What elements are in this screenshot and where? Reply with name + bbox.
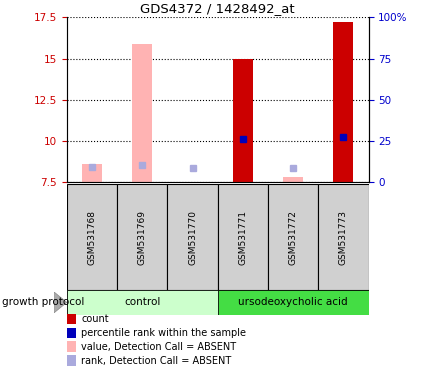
Bar xyxy=(332,22,353,182)
Text: percentile rank within the sample: percentile rank within the sample xyxy=(81,328,246,338)
Bar xyxy=(82,164,102,182)
Text: GSM531769: GSM531769 xyxy=(138,210,146,265)
Bar xyxy=(217,290,368,315)
Bar xyxy=(232,59,252,182)
Text: value, Detection Call = ABSENT: value, Detection Call = ABSENT xyxy=(81,342,236,352)
Text: count: count xyxy=(81,314,109,324)
Text: GSM531773: GSM531773 xyxy=(338,210,347,265)
Text: GSM531772: GSM531772 xyxy=(288,210,297,265)
Polygon shape xyxy=(54,292,67,313)
Bar xyxy=(167,184,217,290)
Bar xyxy=(117,184,167,290)
Title: GDS4372 / 1428492_at: GDS4372 / 1428492_at xyxy=(140,2,294,15)
Text: growth protocol: growth protocol xyxy=(2,297,84,307)
Text: ursodeoxycholic acid: ursodeoxycholic acid xyxy=(238,297,347,308)
Text: GSM531771: GSM531771 xyxy=(238,210,247,265)
Bar xyxy=(217,184,267,290)
Text: GSM531770: GSM531770 xyxy=(187,210,197,265)
Text: rank, Detection Call = ABSENT: rank, Detection Call = ABSENT xyxy=(81,356,231,366)
Text: control: control xyxy=(124,297,160,308)
Bar xyxy=(283,177,302,182)
Bar xyxy=(67,290,217,315)
Bar xyxy=(267,184,317,290)
Bar xyxy=(317,184,368,290)
Text: GSM531768: GSM531768 xyxy=(87,210,96,265)
Bar xyxy=(67,184,117,290)
Bar xyxy=(132,44,152,182)
